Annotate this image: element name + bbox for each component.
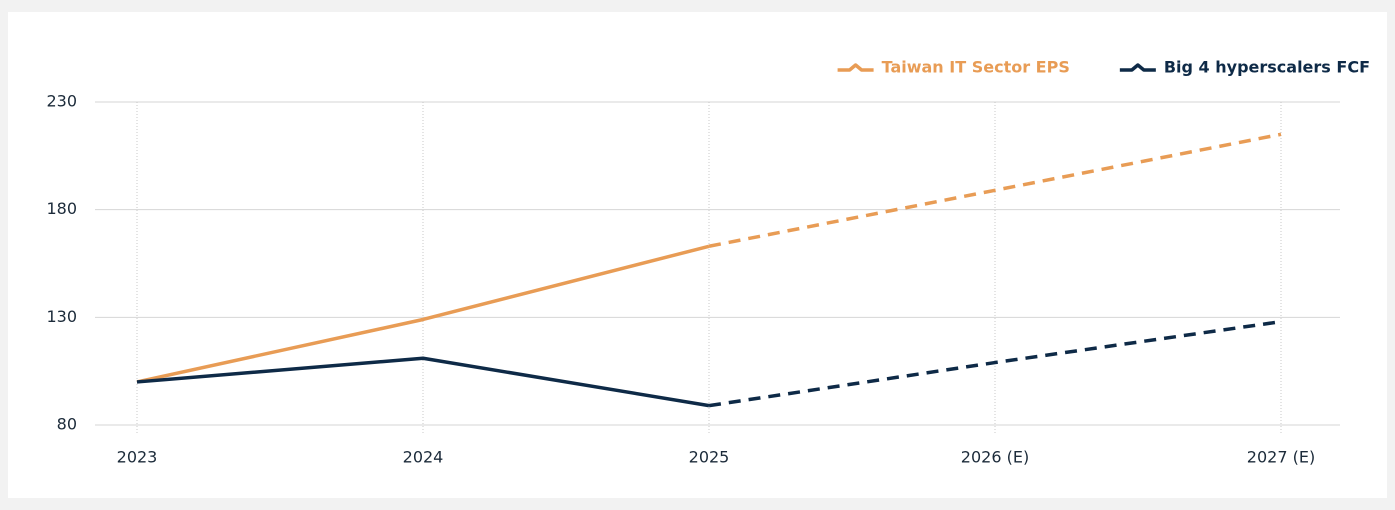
y-tick-label: 80 [57,415,77,434]
y-tick-label: 230 [46,92,77,111]
y-tick-label: 130 [46,307,77,326]
line-estimate [708,319,1282,408]
line [136,244,710,384]
y-tick-label: 180 [46,199,77,218]
legend-label: Taiwan IT Sector EPS [882,58,1070,77]
x-tick-label: 2025 [689,448,730,467]
legend-icon [837,63,874,72]
legend-icon [1119,63,1156,72]
x-tick-label: 2027 (E) [1247,448,1315,467]
line-estimate [708,132,1282,248]
x-tick-label: 2023 [117,448,158,467]
panel [8,12,1387,498]
x-tick-label: 2024 [403,448,444,467]
legend-label: Big 4 hyperscalers FCF [1164,58,1370,77]
line [136,356,710,408]
x-tick-label: 2026 (E) [961,448,1029,467]
